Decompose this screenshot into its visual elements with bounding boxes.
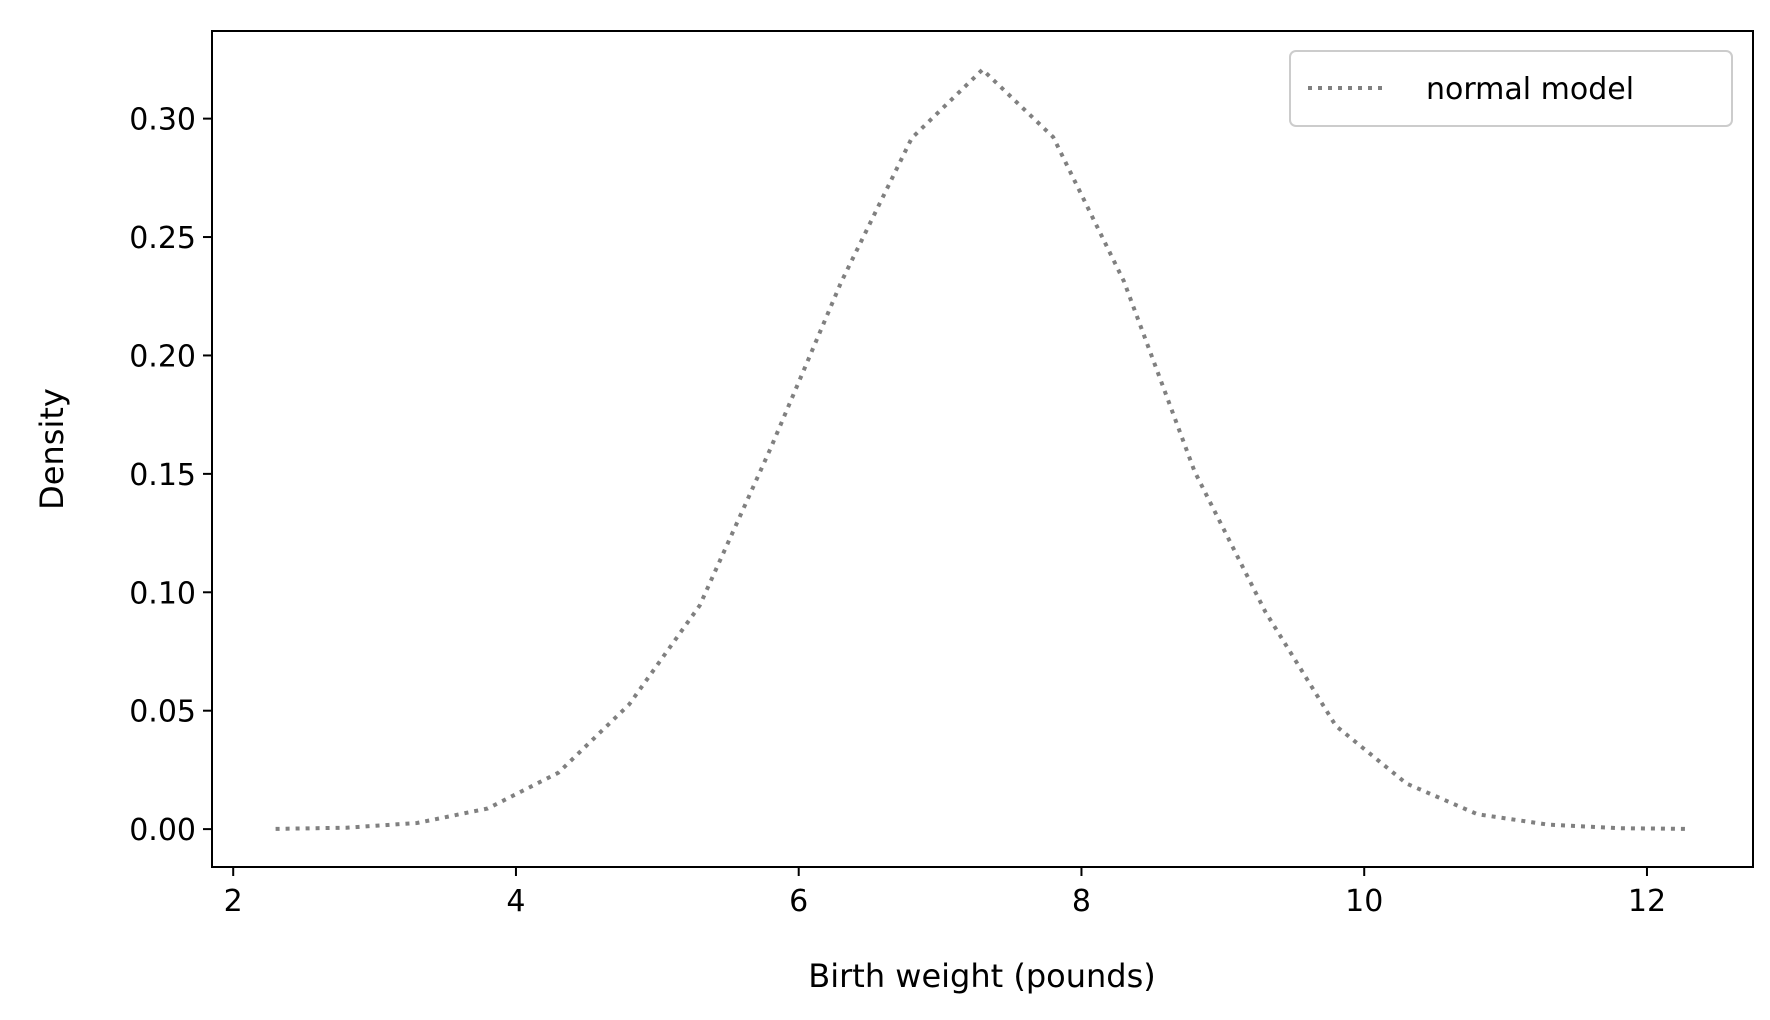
- plot-background: [212, 31, 1753, 867]
- x-tick-label: 10: [1345, 884, 1383, 919]
- y-tick-label: 0.20: [129, 339, 196, 374]
- x-axis-label: Birth weight (pounds): [808, 957, 1155, 995]
- y-tick-label: 0.10: [129, 576, 196, 611]
- x-tick-label: 4: [506, 884, 525, 919]
- legend: normal model: [1289, 50, 1733, 127]
- y-tick-label: 0.30: [129, 103, 196, 138]
- plot-frame: [211, 30, 1754, 868]
- x-axis: 2 4 6 8 10 12: [224, 867, 1666, 919]
- x-tick-label: 2: [224, 884, 243, 919]
- y-tick-label: 0.25: [129, 221, 196, 256]
- x-tick-label: 6: [789, 884, 808, 919]
- legend-label: normal model: [1426, 72, 1634, 107]
- y-tick-label: 0.15: [129, 458, 196, 493]
- y-axis: 0.00 0.05 0.10 0.15 0.20 0.25 0.30: [129, 103, 212, 848]
- normal-model-line: [275, 67, 1690, 831]
- x-tick-label: 12: [1628, 884, 1666, 919]
- y-axis-label: Density: [33, 388, 71, 510]
- y-tick-label: 0.05: [129, 695, 196, 730]
- x-tick-label: 8: [1072, 884, 1091, 919]
- y-tick-label: 0.00: [129, 813, 196, 848]
- legend-box: [1289, 50, 1733, 127]
